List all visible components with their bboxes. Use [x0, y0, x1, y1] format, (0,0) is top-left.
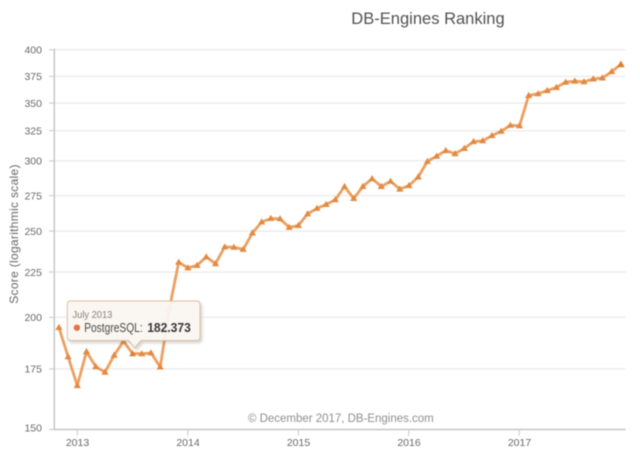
svg-text:2014: 2014: [176, 437, 200, 449]
svg-text:2015: 2015: [287, 437, 311, 449]
svg-text:325: 325: [24, 126, 42, 138]
svg-text:2016: 2016: [397, 437, 421, 449]
svg-text:PostgreSQL:: PostgreSQL:: [84, 321, 143, 335]
svg-text:275: 275: [24, 190, 42, 202]
svg-text:300: 300: [24, 156, 42, 168]
svg-text:150: 150: [24, 422, 42, 434]
svg-text:July 2013: July 2013: [73, 310, 113, 321]
svg-text:2013: 2013: [66, 437, 90, 449]
svg-text:400: 400: [24, 45, 42, 57]
svg-text:© December 2017, DB-Engines.co: © December 2017, DB-Engines.com: [248, 413, 434, 425]
svg-text:175: 175: [24, 364, 42, 376]
svg-text:375: 375: [24, 71, 42, 83]
svg-text:2017: 2017: [508, 437, 532, 449]
svg-text:182.373: 182.373: [147, 321, 191, 335]
svg-text:Score (logarithmic scale): Score (logarithmic scale): [7, 164, 21, 304]
svg-text:225: 225: [24, 267, 42, 279]
svg-text:350: 350: [24, 98, 42, 110]
svg-text:250: 250: [24, 226, 42, 238]
svg-text:200: 200: [24, 312, 42, 324]
svg-text:DB-Engines Ranking: DB-Engines Ranking: [351, 9, 504, 28]
